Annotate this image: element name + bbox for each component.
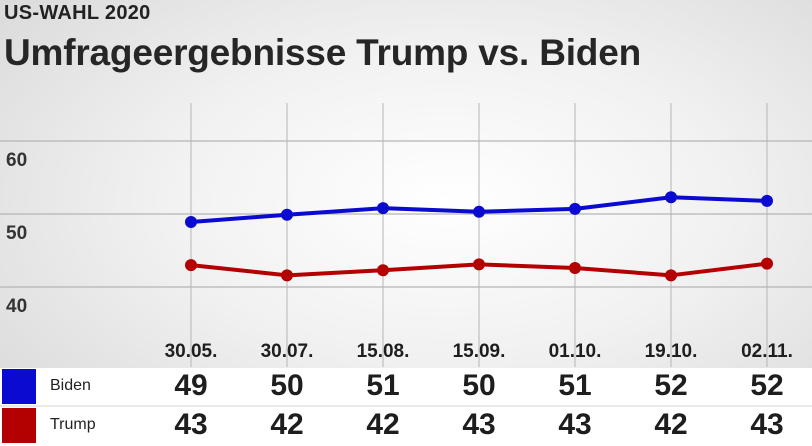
data-point-biden: [473, 205, 485, 218]
y-tick-label: 40: [6, 296, 27, 317]
x-tick-label: 19.10.: [645, 341, 698, 362]
legend-swatch-trump: [2, 408, 36, 443]
data-point-trump: [185, 259, 197, 272]
data-table: Biden 49 50 51 50 51 52 52 Trump 43 42 42 43 43 42 4…: [0, 368, 812, 446]
legend-label-trump: Trump: [50, 416, 96, 433]
legend-swatch-biden: [2, 369, 36, 404]
data-point-biden: [185, 216, 197, 229]
data-point-trump: [281, 269, 293, 282]
y-tick-label: 60: [6, 150, 27, 171]
x-tick-label: 30.05.: [165, 341, 218, 362]
data-point-biden: [377, 202, 389, 215]
x-tick-label: 15.09.: [453, 341, 506, 362]
table-value-trump: 42: [366, 408, 400, 441]
table-value-trump: 42: [654, 408, 688, 441]
x-tick-label: 30.07.: [261, 341, 314, 362]
table-value-biden: 52: [750, 369, 784, 402]
data-point-trump: [569, 262, 581, 275]
table-value-trump: 43: [462, 408, 496, 441]
x-tick-label: 02.11.: [741, 341, 793, 362]
x-tick-label: 15.08.: [357, 341, 410, 362]
row-divider: [0, 405, 812, 407]
data-point-trump: [761, 257, 773, 270]
data-point-biden: [761, 194, 773, 207]
table-value-biden: 51: [558, 369, 592, 402]
table-value-trump: 42: [270, 408, 304, 441]
chart-kicker: US-WAHL 2020: [4, 2, 151, 24]
data-point-biden: [569, 202, 581, 215]
table-value-biden: 49: [174, 369, 208, 402]
data-point-trump: [665, 269, 677, 282]
table-value-biden: 50: [462, 369, 496, 402]
data-point-biden: [665, 191, 677, 204]
data-point-trump: [473, 258, 485, 271]
table-value-biden: 51: [366, 369, 400, 402]
data-point-trump: [377, 264, 389, 277]
legend-label-biden: Biden: [50, 377, 91, 394]
table-value-biden: 50: [270, 369, 304, 402]
x-tick-label: 01.10.: [549, 341, 602, 362]
table-value-trump: 43: [174, 408, 208, 441]
chart-title: Umfrageergebnisse Trump vs. Biden: [4, 32, 641, 73]
line-chart: 40 50 60 30.05. 30.07. 15.08. 15.09. 01.10. 19.1…: [0, 103, 812, 367]
data-point-biden: [281, 208, 293, 221]
table-value-trump: 43: [750, 408, 784, 441]
table-value-biden: 52: [654, 369, 688, 402]
table-row-biden: Biden 49 50 51 50 51 52 52: [0, 368, 812, 407]
table-row-trump: Trump 43 42 42 43 43 42 43: [0, 407, 812, 444]
table-value-trump: 43: [558, 408, 592, 441]
y-tick-label: 50: [6, 223, 27, 244]
